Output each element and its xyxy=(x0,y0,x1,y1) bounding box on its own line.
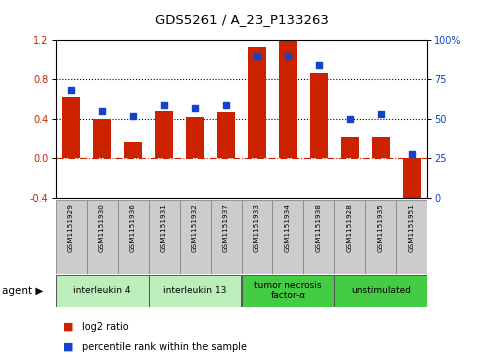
Bar xyxy=(372,136,390,158)
Bar xyxy=(155,111,173,158)
Bar xyxy=(279,41,297,158)
Bar xyxy=(117,200,149,274)
Text: tumor necrosis
factor-α: tumor necrosis factor-α xyxy=(254,281,322,301)
Bar xyxy=(180,200,211,274)
Text: ■: ■ xyxy=(63,342,73,352)
Point xyxy=(377,111,385,117)
Point xyxy=(191,105,199,111)
Bar xyxy=(56,200,86,274)
Bar xyxy=(86,200,117,274)
Bar xyxy=(217,112,235,158)
Point xyxy=(284,53,292,58)
Bar xyxy=(93,119,112,158)
Point xyxy=(67,87,75,93)
Bar xyxy=(149,200,180,274)
Bar xyxy=(248,47,266,158)
Text: log2 ratio: log2 ratio xyxy=(82,322,129,332)
Text: GSM1151936: GSM1151936 xyxy=(130,203,136,252)
Bar xyxy=(242,200,272,274)
Point xyxy=(160,102,168,107)
Text: percentile rank within the sample: percentile rank within the sample xyxy=(82,342,247,352)
Point xyxy=(129,113,137,119)
Point xyxy=(315,62,323,68)
Text: GSM1151934: GSM1151934 xyxy=(285,203,291,252)
Text: GDS5261 / A_23_P133263: GDS5261 / A_23_P133263 xyxy=(155,13,328,26)
Text: interleukin 4: interleukin 4 xyxy=(73,286,131,295)
Text: GSM1151929: GSM1151929 xyxy=(68,203,74,252)
Text: unstimulated: unstimulated xyxy=(351,286,411,295)
Bar xyxy=(403,158,421,203)
Text: GSM1151930: GSM1151930 xyxy=(99,203,105,252)
Bar xyxy=(211,200,242,274)
Point xyxy=(253,53,261,58)
Bar xyxy=(62,97,80,158)
Text: GSM1151933: GSM1151933 xyxy=(254,203,260,252)
Bar xyxy=(303,200,334,274)
Text: GSM1151937: GSM1151937 xyxy=(223,203,229,252)
Bar xyxy=(242,275,334,307)
Bar xyxy=(341,136,359,158)
Bar xyxy=(124,142,142,158)
Text: GSM1151928: GSM1151928 xyxy=(347,203,353,252)
Point xyxy=(222,102,230,107)
Text: GSM1151938: GSM1151938 xyxy=(316,203,322,252)
Bar xyxy=(56,275,149,307)
Point xyxy=(346,116,354,122)
Point xyxy=(408,151,416,156)
Bar xyxy=(397,200,427,274)
Text: agent ▶: agent ▶ xyxy=(2,286,44,297)
Bar xyxy=(334,200,366,274)
Bar xyxy=(149,275,242,307)
Bar xyxy=(334,275,427,307)
Text: ■: ■ xyxy=(63,322,73,332)
Bar xyxy=(272,200,303,274)
Text: GSM1151935: GSM1151935 xyxy=(378,203,384,252)
Text: GSM1151932: GSM1151932 xyxy=(192,203,198,252)
Text: interleukin 13: interleukin 13 xyxy=(163,286,227,295)
Bar xyxy=(310,73,328,158)
Point xyxy=(98,108,106,114)
Bar xyxy=(186,117,204,158)
Bar xyxy=(366,200,397,274)
Text: GSM1151951: GSM1151951 xyxy=(409,203,415,252)
Text: GSM1151931: GSM1151931 xyxy=(161,203,167,252)
